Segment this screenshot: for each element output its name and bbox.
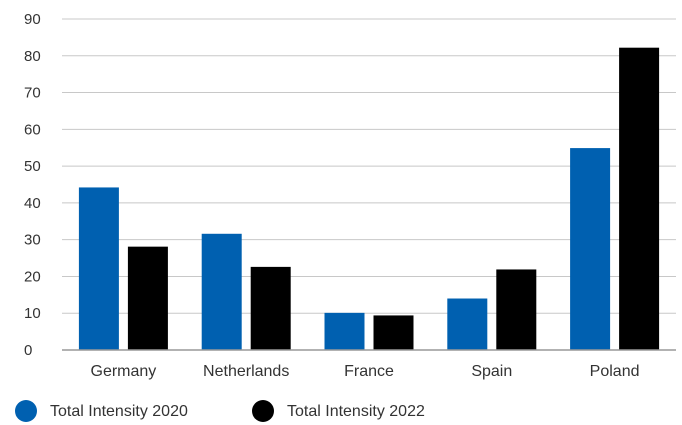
legend-label: Total Intensity 2022: [287, 403, 425, 420]
x-tick-label: France: [344, 363, 394, 380]
bar-poland-2022: [619, 47, 660, 350]
legend-swatch: [15, 400, 37, 422]
legend-swatch: [252, 400, 274, 422]
bar-france-2020: [324, 312, 365, 350]
legend-item: Total Intensity 2022: [252, 400, 425, 422]
y-tick-label: 30: [24, 232, 41, 249]
y-tick-label: 90: [24, 11, 41, 28]
x-tick-label: Spain: [471, 363, 512, 380]
bar-netherlands-2022: [250, 266, 291, 350]
legend-label: Total Intensity 2020: [50, 403, 188, 420]
y-tick-label: 40: [24, 195, 41, 212]
y-tick-label: 50: [24, 158, 41, 175]
legend: Total Intensity 2020 Total Intensity 2022: [15, 400, 425, 422]
y-tick-label: 80: [24, 48, 41, 65]
x-axis: Germany Netherlands France Spain Poland: [91, 363, 640, 380]
x-tick-label: Netherlands: [203, 363, 289, 380]
x-tick-label: Poland: [590, 363, 640, 380]
bar-spain-2020: [447, 298, 488, 350]
bar-france-2022: [373, 315, 414, 350]
legend-item: Total Intensity 2020: [15, 400, 188, 422]
bar-spain-2022: [496, 269, 537, 350]
bar-germany-2022: [127, 246, 168, 350]
bar-poland-2020: [570, 148, 611, 350]
y-axis: 0 10 20 30 40 50 60 70 80 90: [24, 11, 41, 359]
x-tick-label: Germany: [91, 363, 157, 380]
bar-germany-2020: [78, 187, 119, 350]
y-tick-label: 0: [24, 342, 32, 359]
bar-netherlands-2020: [201, 233, 242, 350]
y-tick-label: 10: [24, 305, 41, 322]
bars: [78, 47, 660, 350]
y-tick-label: 20: [24, 268, 41, 285]
y-tick-label: 70: [24, 85, 41, 102]
y-tick-label: 60: [24, 121, 41, 138]
